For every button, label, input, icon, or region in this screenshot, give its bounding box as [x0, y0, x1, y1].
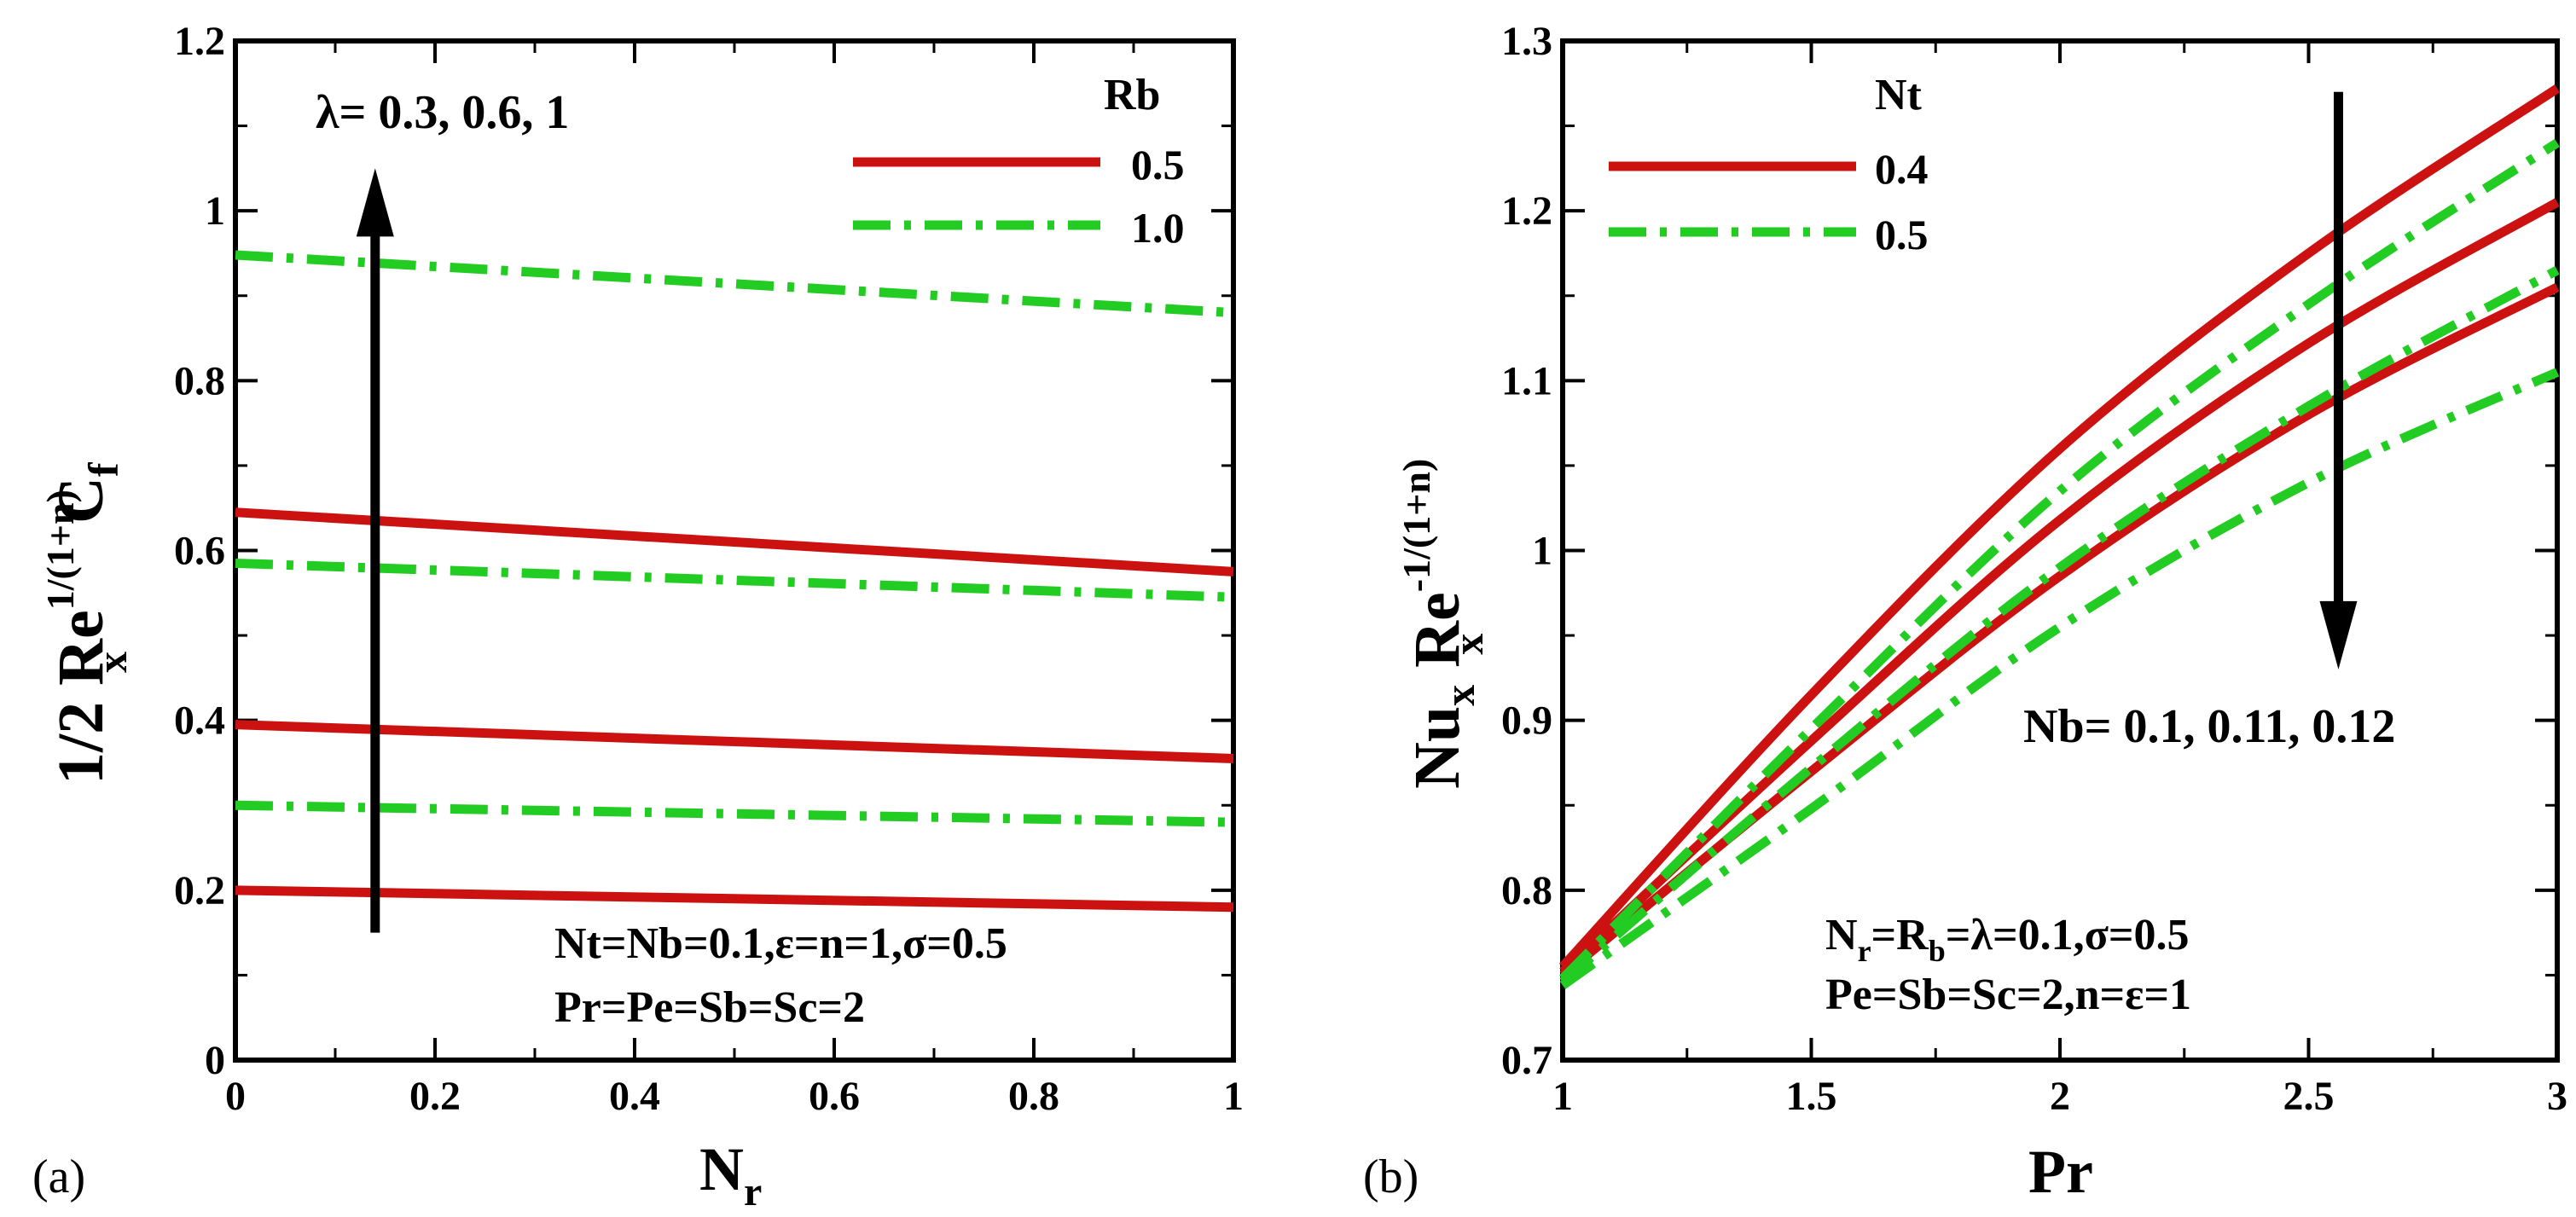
x-tick-label: 0.4 [609, 1074, 660, 1119]
y-tick-label: 1.2 [174, 19, 225, 64]
y-tick-labels-a: 0 0.2 0.4 0.6 0.8 1 1.2 [174, 19, 225, 1083]
panel-label-a: (a) [32, 1150, 85, 1203]
x-tick-label: 1 [1552, 1074, 1573, 1119]
chart-panel-a: 0 0.2 0.4 0.6 0.8 1 0 0.2 0.4 0.6 0.8 1 1.2 λ= 0.3,… [32, 19, 1244, 1214]
legend-entry-a-0: 0.5 [1131, 141, 1185, 188]
x-tick-label: 1.5 [1786, 1074, 1837, 1119]
y-tick-label: 1.2 [1501, 188, 1552, 234]
y-tick-label: 0.8 [1501, 868, 1552, 913]
y-tick-labels-b: 0.7 0.8 0.9 1 1.1 1.2 1.3 [1501, 19, 1552, 1083]
x-tick-label: 0 [225, 1074, 246, 1119]
chart-panel-b: 1 1.5 2 2.5 3 0.7 0.8 0.9 1 1.1 1.2 1.3 Nb= 0.1, 0… [1363, 19, 2567, 1206]
arrow-label-lambda: λ= 0.3, 0.6, 1 [316, 86, 569, 139]
legend-a: Rb 0.5 1.0 [853, 71, 1185, 252]
y-axis-title-b: NuxRe-1/(1+n)x [1395, 459, 1492, 789]
x-tick-label: 1 [1223, 1074, 1244, 1119]
x-tick-label: 2.5 [2283, 1074, 2335, 1119]
arrow-label-nb: Nb= 0.1, 0.11, 0.12 [2023, 700, 2395, 753]
tick-marks-b [1561, 39, 2559, 1062]
y-axis-title-a: 1/2 Re1/(1+n)xCf [38, 461, 136, 785]
series-line-dashdot [1559, 368, 2560, 989]
plot-frame-b [1560, 38, 2560, 1063]
x-tick-labels-a: 0 0.2 0.4 0.6 0.8 1 [225, 1074, 1244, 1119]
x-tick-labels-b: 1 1.5 2 2.5 3 [1552, 1074, 2567, 1119]
x-axis-title-a: Nr [699, 1135, 762, 1214]
legend-title-a: Rb [1104, 71, 1160, 119]
series-line-solid [235, 507, 1234, 577]
legend-entry-a-1: 1.0 [1131, 204, 1185, 252]
series-lines-a [235, 250, 1234, 913]
legend-b: Nt 0.4 0.5 [1609, 71, 1929, 258]
arrow-head-up-a [356, 168, 394, 237]
params-annotation-b-2: Pe=Sb=Sc=2,n=ε=1 [1825, 971, 2191, 1019]
series-line-dashdot [1559, 138, 2560, 982]
y-tick-label: 0.8 [174, 358, 225, 403]
x-tick-label: 3 [2547, 1074, 2567, 1119]
legend-entry-b-1: 0.5 [1875, 211, 1929, 258]
x-tick-label: 0.8 [1008, 1074, 1059, 1119]
y-tick-label: 0.7 [1501, 1038, 1552, 1083]
y-tick-label: 0.2 [174, 868, 225, 913]
y-tick-label: 1 [205, 188, 225, 234]
y-tick-label: 0.6 [174, 529, 225, 574]
panel-label-b: (b) [1363, 1150, 1419, 1203]
arrow-head-down-b [2319, 600, 2358, 669]
series-line-dashdot [235, 250, 1234, 318]
params-annotation-b-1: Nr=Rb=λ=0.1,σ=0.5 [1825, 911, 2190, 968]
series-line-dashdot [1559, 266, 2560, 986]
series-line-dashdot [235, 558, 1234, 602]
y-tick-label: 1.1 [1501, 358, 1552, 403]
series-line-solid [1559, 282, 2560, 979]
series-line-solid [1558, 84, 2561, 971]
x-tick-label: 2 [2050, 1074, 2070, 1119]
x-axis-title-b: Pr [2028, 1138, 2093, 1206]
series-line-dashdot [235, 800, 1234, 827]
params-annotation-a-2: Pr=Pe=Sb=Sc=2 [554, 983, 865, 1032]
y-tick-label: 0.9 [1501, 698, 1552, 744]
y-tick-label: 0 [205, 1038, 225, 1083]
y-tick-label: 1 [1532, 529, 1552, 574]
x-tick-label: 0.2 [409, 1074, 461, 1119]
legend-entry-b-0: 0.4 [1875, 145, 1929, 193]
series-lines-b [1558, 84, 2561, 989]
tick-marks-a [234, 39, 1235, 1062]
y-tick-label: 0.4 [174, 698, 225, 744]
legend-title-b: Nt [1875, 71, 1923, 119]
series-line-solid [235, 885, 1234, 913]
y-tick-label: 1.3 [1501, 19, 1552, 64]
x-tick-label: 0.6 [809, 1074, 860, 1119]
params-annotation-a-1: Nt=Nb=0.1,ε=n=1,σ=0.5 [554, 919, 1007, 968]
series-line-solid [235, 720, 1234, 763]
